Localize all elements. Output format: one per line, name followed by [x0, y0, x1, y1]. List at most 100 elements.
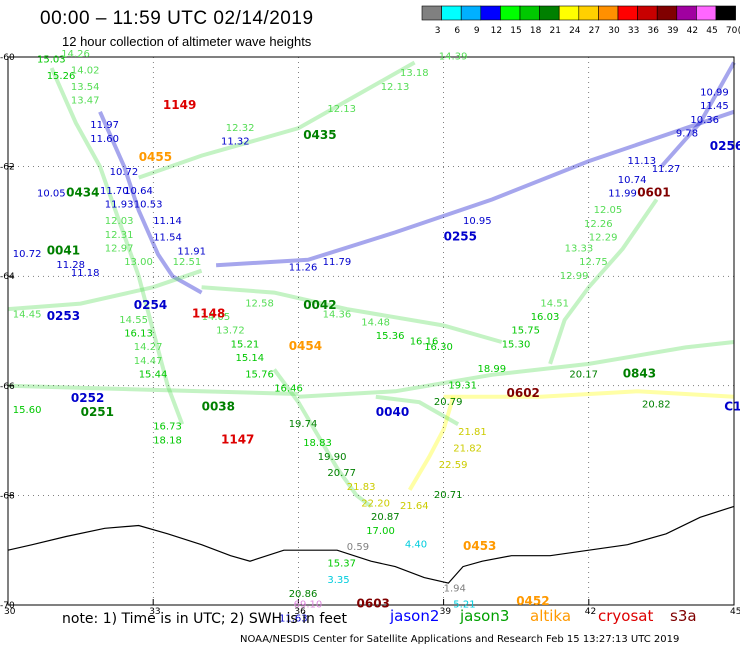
wave-height-label: 21.81: [458, 427, 487, 438]
wave-height-label: 10.72: [13, 249, 42, 260]
colorbar-label: 18: [530, 26, 542, 36]
pass-time-label: C1: [724, 400, 740, 414]
map-title: 00:00 – 11:59 UTC 02/14/2019: [40, 8, 314, 29]
pass-time-label: 0253: [47, 309, 80, 323]
satellite-legend-s3a: s3a: [670, 607, 697, 625]
wave-height-label: 11.60: [90, 134, 119, 145]
pass-time-label: 0453: [463, 539, 496, 553]
wave-height-label: 11.70: [100, 186, 129, 197]
colorbar-label: 6: [454, 26, 460, 36]
wave-height-label: 14.55: [119, 315, 148, 326]
wave-height-label: 11.99: [608, 189, 637, 200]
wave-height-label: 14.47: [134, 356, 163, 367]
wave-height-label: 12.99: [560, 271, 589, 282]
pass-time-label: 0603: [357, 597, 390, 611]
graticule: [7, 56, 735, 606]
wave-height-label: 21.83: [347, 482, 376, 493]
wave-height-label: 19.90: [318, 452, 347, 463]
wave-height-label: 4.40: [405, 540, 427, 551]
wave-height-label: 13.33: [565, 244, 594, 255]
wave-height-label: 21.64: [400, 501, 429, 512]
track-line: [407, 396, 456, 491]
wave-height-label: 15.36: [376, 331, 405, 342]
wave-height-label: 16.16: [410, 337, 439, 348]
pass-time-label: 0040: [376, 405, 409, 419]
wave-height-label: 20.87: [371, 512, 400, 523]
wave-height-label: 11.28: [56, 260, 85, 271]
lon-tick-label: 33: [149, 607, 160, 617]
wave-height-label: 20.79: [434, 397, 463, 408]
satellite-legend-cryosat: cryosat: [598, 607, 654, 625]
wave-height-label: 1.94: [444, 583, 466, 594]
colorbar-label: 15: [510, 26, 521, 36]
wave-height-label: 15.76: [245, 370, 274, 381]
track-line: [7, 268, 203, 312]
pass-time-label: 0602: [507, 386, 540, 400]
wave-height-label: 11.91: [177, 246, 206, 257]
map-frame: [7, 56, 735, 606]
wave-height-label: 20.86: [289, 589, 318, 600]
wave-height-label: 15.14: [236, 353, 265, 364]
coastline: [7, 505, 735, 584]
wave-height-label: 14.05: [202, 312, 231, 323]
wave-height-label: 19.74: [289, 419, 318, 430]
wave-height-label: 15.03: [37, 55, 66, 66]
wave-height-label: 11.79: [323, 257, 352, 268]
pass-time-label: 0251: [81, 405, 114, 419]
wave-height-label: 16.73: [153, 422, 182, 433]
wave-height-label: 14.36: [323, 309, 352, 320]
pass-time-label: 0843: [623, 367, 656, 381]
footer-note: note: 1) Time is in UTC; 2) SWH is in fe…: [62, 611, 348, 627]
wave-height-label: 12.97: [105, 244, 134, 255]
wave-height-label: 0.59: [347, 542, 369, 553]
wave-height-label: 10.05: [37, 189, 66, 200]
wave-height-label: 3.35: [327, 575, 349, 586]
wave-height-label: 11.14: [153, 216, 182, 227]
colorbar-label: 3: [435, 26, 441, 36]
wave-height-label: 20.17: [569, 370, 598, 381]
track-line: [49, 67, 185, 425]
wave-height-label: 19.31: [448, 381, 477, 392]
wave-height-label: 14.39: [439, 52, 468, 63]
track-line: [98, 110, 203, 295]
wave-height-label: 14.02: [71, 65, 100, 76]
pass-time-label: 0254: [134, 298, 167, 312]
wave-height-label: 15.75: [511, 326, 540, 337]
wave-height-label: 11.45: [700, 101, 729, 112]
wave-height-label: 18.83: [303, 438, 332, 449]
lat-tick-label: -64: [0, 272, 15, 282]
wave-height-label: 14.51: [540, 298, 569, 309]
wave-height-label: 10.64: [124, 186, 153, 197]
track-line: [201, 285, 503, 344]
wave-height-label: 12.75: [579, 257, 608, 268]
track-line: [7, 383, 299, 396]
wave-height-label: 21.82: [453, 444, 482, 455]
wave-height-label: 10.74: [618, 175, 647, 186]
track-line: [215, 109, 735, 268]
wave-height-label: 22.59: [439, 460, 468, 471]
wave-height-label: 11.97: [90, 120, 119, 131]
pass-time-label: 0252: [71, 391, 104, 405]
wave-height-label: 20.82: [642, 400, 671, 411]
wave-height-label: 15.21: [231, 339, 260, 350]
wave-height-label: 12.58: [245, 298, 274, 309]
lon-tick-label: 42: [585, 607, 596, 617]
axis-ticks: 30 33 36 39 42 45 -60 -62 -64 -66 -68 -70: [0, 53, 740, 617]
colorbar-label: 9: [474, 26, 480, 36]
wave-height-label: 10.99: [700, 87, 729, 98]
wave-height-label: 20.77: [327, 468, 356, 479]
track-line: [659, 61, 736, 168]
wave-height-label: 69.10: [294, 600, 323, 611]
wave-height-label: 11.13: [628, 156, 657, 167]
wave-height-label: 10.72: [110, 167, 139, 178]
colorbar-label: 42: [687, 26, 698, 36]
wave-height-label: 13.00: [124, 257, 153, 268]
pass-time-label: 1147: [221, 432, 254, 446]
wave-height-label: 13.18: [400, 68, 429, 79]
track-line: [298, 340, 735, 399]
colorbar-label: 27: [589, 26, 600, 36]
wave-height-label: 15.30: [502, 339, 531, 350]
wave-height-label: 11.54: [153, 233, 182, 244]
wave-height-label: 16.30: [424, 342, 453, 353]
